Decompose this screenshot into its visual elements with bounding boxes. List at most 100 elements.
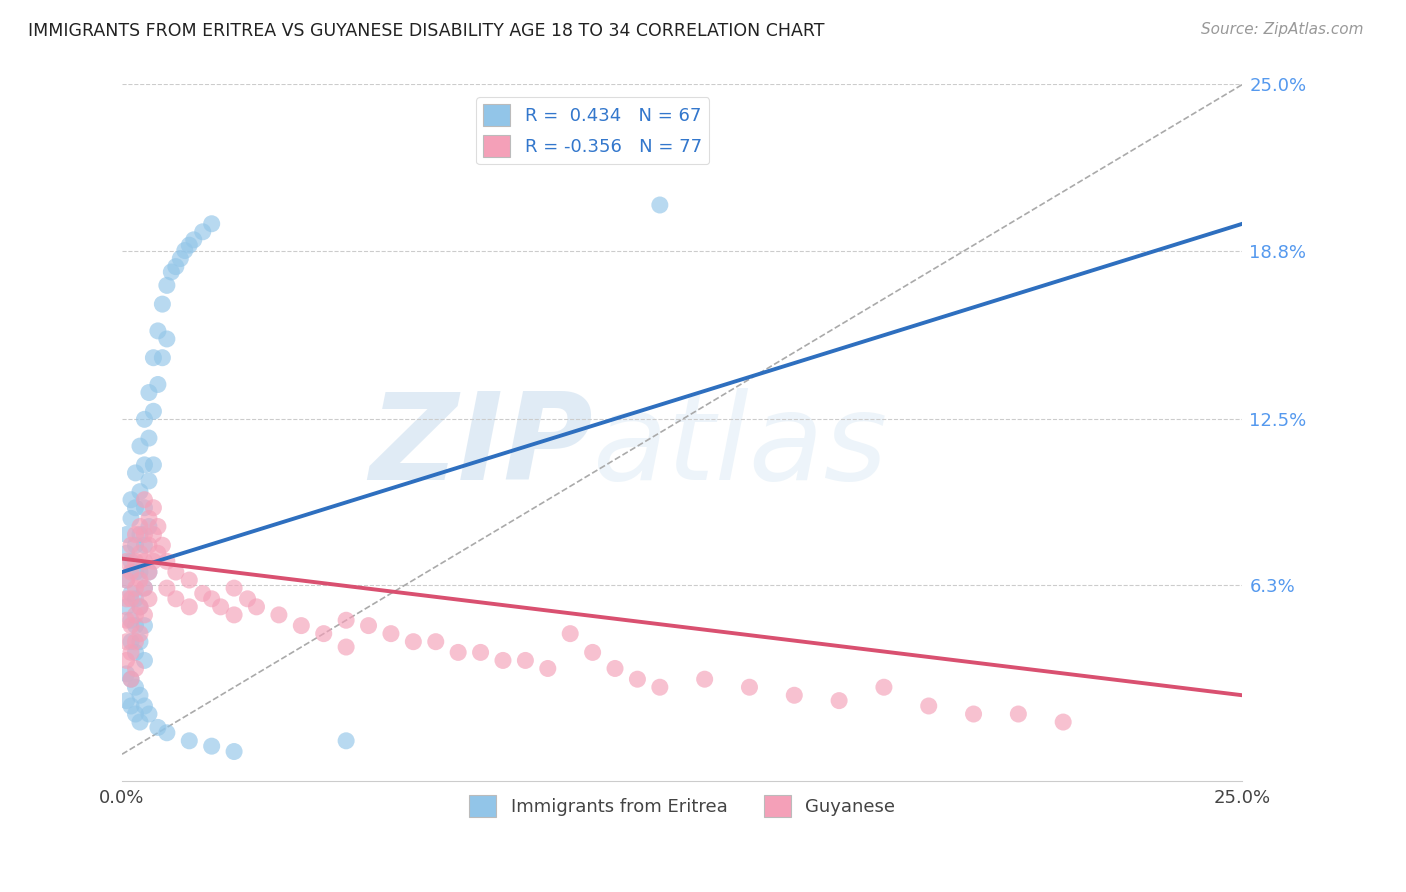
Point <box>492 653 515 667</box>
Point <box>156 332 179 346</box>
Point <box>124 581 146 595</box>
Point <box>138 385 160 400</box>
Text: Source: ZipAtlas.com: Source: ZipAtlas.com <box>1201 22 1364 37</box>
Point <box>129 573 152 587</box>
Point <box>124 527 146 541</box>
Point <box>142 458 165 472</box>
Point <box>146 519 169 533</box>
Point <box>626 672 648 686</box>
Point <box>120 538 142 552</box>
Point <box>115 653 138 667</box>
Point <box>150 351 173 365</box>
Point <box>120 554 142 568</box>
Point <box>129 626 152 640</box>
Point <box>134 500 156 515</box>
Point <box>201 739 224 754</box>
Point <box>380 626 402 640</box>
Point <box>120 645 142 659</box>
Point <box>134 412 156 426</box>
Point <box>603 661 626 675</box>
Point <box>129 439 152 453</box>
Point <box>124 538 146 552</box>
Point <box>783 688 806 702</box>
Point <box>124 466 146 480</box>
Point <box>134 458 156 472</box>
Point <box>179 599 201 614</box>
Point <box>120 672 142 686</box>
Point <box>120 586 142 600</box>
Point <box>124 565 146 579</box>
Point <box>120 565 142 579</box>
Point <box>165 260 187 274</box>
Point <box>120 672 142 686</box>
Point <box>470 645 492 659</box>
Point <box>267 607 290 622</box>
Point <box>142 527 165 541</box>
Point <box>179 573 201 587</box>
Point <box>134 607 156 622</box>
Point <box>150 538 173 552</box>
Point <box>738 680 761 694</box>
Point <box>515 653 537 667</box>
Point <box>146 720 169 734</box>
Point <box>165 565 187 579</box>
Text: ZIP: ZIP <box>368 388 592 505</box>
Point <box>693 672 716 686</box>
Point <box>129 599 152 614</box>
Point <box>134 554 156 568</box>
Point <box>335 734 357 748</box>
Point <box>201 591 224 606</box>
Point <box>169 252 191 266</box>
Point <box>129 565 152 579</box>
Point <box>120 511 142 525</box>
Point <box>138 565 160 579</box>
Point <box>357 618 380 632</box>
Point <box>129 714 152 729</box>
Point <box>115 634 138 648</box>
Point <box>138 706 160 721</box>
Point <box>156 554 179 568</box>
Point <box>138 431 160 445</box>
Point <box>115 546 138 560</box>
Point <box>290 618 312 632</box>
Point <box>138 538 160 552</box>
Point <box>236 591 259 606</box>
Point <box>115 613 138 627</box>
Point <box>134 618 156 632</box>
Legend: Immigrants from Eritrea, Guyanese: Immigrants from Eritrea, Guyanese <box>463 788 903 824</box>
Point <box>918 698 941 713</box>
Point <box>138 565 160 579</box>
Point <box>191 225 214 239</box>
Point <box>222 581 245 595</box>
Point <box>537 661 560 675</box>
Point <box>124 554 146 568</box>
Point <box>165 591 187 606</box>
Point <box>124 618 146 632</box>
Point <box>134 581 156 595</box>
Point <box>146 377 169 392</box>
Point <box>142 500 165 515</box>
Point <box>124 645 146 659</box>
Point <box>146 324 169 338</box>
Point <box>581 645 603 659</box>
Point <box>138 591 160 606</box>
Point <box>962 706 984 721</box>
Point <box>129 634 152 648</box>
Point <box>312 626 335 640</box>
Point <box>120 613 142 627</box>
Point <box>129 546 152 560</box>
Point <box>124 591 146 606</box>
Text: atlas: atlas <box>592 388 889 505</box>
Point <box>134 538 156 552</box>
Point <box>335 613 357 627</box>
Point <box>129 519 152 533</box>
Point <box>179 734 201 748</box>
Point <box>134 527 156 541</box>
Point <box>183 233 205 247</box>
Point <box>124 680 146 694</box>
Point <box>209 599 232 614</box>
Point <box>447 645 470 659</box>
Point <box>222 607 245 622</box>
Point <box>245 599 267 614</box>
Point <box>124 661 146 675</box>
